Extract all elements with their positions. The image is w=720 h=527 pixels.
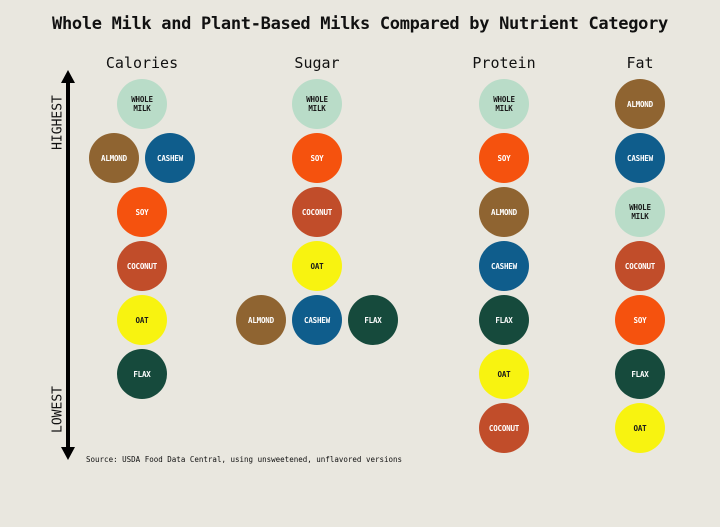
axis-label-lowest: LOWEST <box>50 386 66 433</box>
ranking-axis-arrow <box>61 70 75 460</box>
axis-label-highest: HIGHEST <box>50 95 66 150</box>
column-header-protein: Protein <box>472 54 536 72</box>
protein-circle-soy: SOY <box>479 133 529 183</box>
fat-circle-coconut: COCONUT <box>615 241 665 291</box>
sugar-circle-soy: SOY <box>292 133 342 183</box>
sugar-circle-almond: ALMOND <box>236 295 286 345</box>
protein-circle-flax: FLAX <box>479 295 529 345</box>
protein-circle-whole-milk: WHOLE MILK <box>479 79 529 129</box>
protein-circle-cashew: CASHEW <box>479 241 529 291</box>
column-header-calories: Calories <box>105 54 179 72</box>
fat-circle-soy: SOY <box>615 295 665 345</box>
column-header-fat: Fat <box>626 54 654 72</box>
fat-circle-almond: ALMOND <box>615 79 665 129</box>
sugar-circle-whole-milk: WHOLE MILK <box>292 79 342 129</box>
sugar-circle-oat: OAT <box>292 241 342 291</box>
protein-circle-oat: OAT <box>479 349 529 399</box>
fat-circle-flax: FLAX <box>615 349 665 399</box>
calories-circle-whole-milk: WHOLE MILK <box>117 79 167 129</box>
sugar-circle-cashew: CASHEW <box>292 295 342 345</box>
calories-circle-flax: FLAX <box>117 349 167 399</box>
calories-circle-oat: OAT <box>117 295 167 345</box>
sugar-circle-flax: FLAX <box>348 295 398 345</box>
chart-title: Whole Milk and Plant-Based Milks Compare… <box>52 14 668 34</box>
protein-circle-almond: ALMOND <box>479 187 529 237</box>
protein-circle-coconut: COCONUT <box>479 403 529 453</box>
calories-circle-cashew: CASHEW <box>145 133 195 183</box>
calories-circle-almond: ALMOND <box>89 133 139 183</box>
calories-circle-coconut: COCONUT <box>117 241 167 291</box>
fat-circle-cashew: CASHEW <box>615 133 665 183</box>
source-note: Source: USDA Food Data Central, using un… <box>86 455 403 464</box>
sugar-circle-coconut: COCONUT <box>292 187 342 237</box>
fat-circle-oat: OAT <box>615 403 665 453</box>
column-header-sugar: Sugar <box>294 54 340 72</box>
fat-circle-whole-milk: WHOLE MILK <box>615 187 665 237</box>
calories-circle-soy: SOY <box>117 187 167 237</box>
